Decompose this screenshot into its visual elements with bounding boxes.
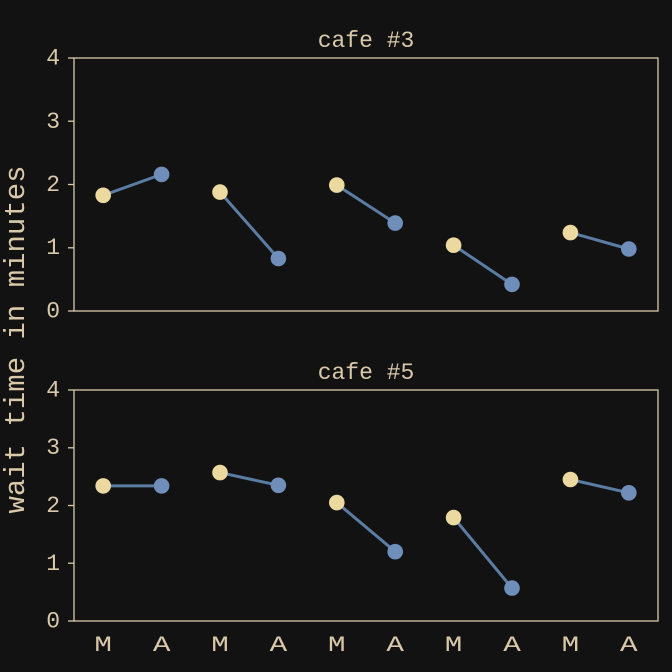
svg-text:1: 1 xyxy=(46,551,60,577)
svg-text:A: A xyxy=(386,632,404,657)
svg-text:2: 2 xyxy=(46,493,60,519)
svg-text:A: A xyxy=(153,632,171,657)
svg-text:3: 3 xyxy=(46,435,60,461)
svg-text:cafe #3: cafe #3 xyxy=(318,28,415,54)
svg-text:4: 4 xyxy=(46,46,60,72)
svg-text:A: A xyxy=(503,632,521,657)
svg-text:M: M xyxy=(445,632,463,657)
svg-text:0: 0 xyxy=(46,609,60,635)
svg-text:2: 2 xyxy=(46,172,60,198)
svg-text:M: M xyxy=(211,632,229,657)
svg-text:0: 0 xyxy=(46,299,60,325)
svg-text:3: 3 xyxy=(46,109,60,135)
svg-text:A: A xyxy=(620,632,638,657)
svg-text:M: M xyxy=(562,632,580,657)
svg-text:A: A xyxy=(270,632,288,657)
svg-text:M: M xyxy=(94,632,112,657)
svg-text:4: 4 xyxy=(46,378,60,404)
svg-text:M: M xyxy=(328,632,346,657)
svg-text:wait time in minutes: wait time in minutes xyxy=(0,165,33,513)
svg-text:cafe #5: cafe #5 xyxy=(318,360,415,386)
svg-text:1: 1 xyxy=(46,235,60,261)
